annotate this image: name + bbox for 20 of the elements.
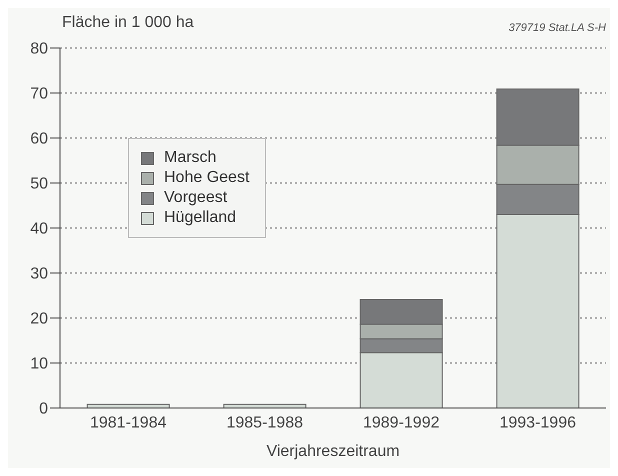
x-tick-label: 1993-1996 xyxy=(499,414,576,432)
x-tick-label: 1985-1988 xyxy=(226,414,304,432)
y-tick-label: 70 xyxy=(30,86,48,103)
x-tick-label: 1989-1992 xyxy=(362,414,440,432)
x-axis-title: Vierjahreszeitraum xyxy=(266,443,400,460)
y-tick-label: 60 xyxy=(30,130,48,148)
legend-label: Marsch xyxy=(164,149,216,167)
y-tick-label: 40 xyxy=(30,220,48,238)
y-tick-label: 10 xyxy=(30,356,48,373)
x-tick-label: 1981-1984 xyxy=(90,414,167,432)
y-tick-label: 20 xyxy=(30,310,48,328)
y-tick-label: 50 xyxy=(30,176,48,193)
y-tick-label: 30 xyxy=(30,266,48,283)
y-tick-label: 80 xyxy=(30,40,48,58)
text: 379719 Stat.LA S-H xyxy=(508,22,606,34)
y-tick-label: 0 xyxy=(39,400,48,418)
legend-label: Vorgeest xyxy=(164,189,228,207)
legend-label: Hohe Geest xyxy=(164,169,250,187)
legend-label: Hügelland xyxy=(164,209,236,227)
y-axis-title: Fläche in 1 000 ha xyxy=(62,14,194,32)
